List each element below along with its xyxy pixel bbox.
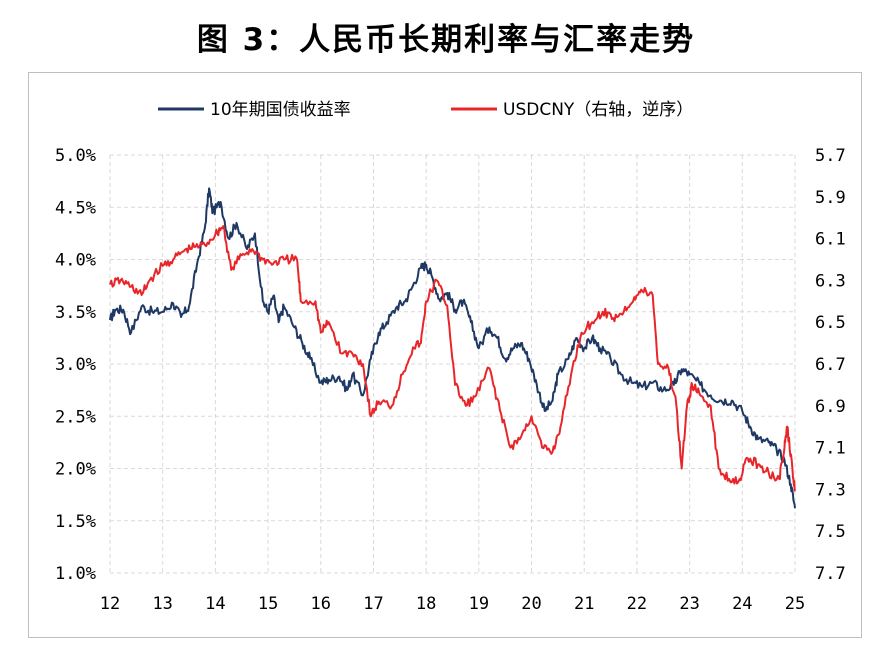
x-tick-label: 19 (469, 594, 489, 614)
y-left-tick-label: 1.0% (55, 564, 96, 584)
x-tick-label: 24 (732, 594, 752, 614)
x-tick-label: 21 (574, 594, 594, 614)
legend-label-usdcny: USDCNY（右轴，逆序） (503, 100, 693, 120)
x-tick-label: 20 (521, 594, 541, 614)
y-right-tick-label: 6.9 (815, 397, 846, 417)
y-right-tick-label: 6.3 (815, 271, 846, 291)
y-right-tick-label: 7.3 (815, 480, 846, 500)
y-right-tick-label: 5.9 (815, 188, 846, 208)
y-left-tick-label: 5.0% (55, 146, 96, 166)
x-tick-label: 16 (311, 594, 331, 614)
y-left-tick-label: 2.0% (55, 460, 96, 480)
y-right-tick-label: 7.7 (815, 564, 846, 584)
y-right-tick-label: 6.5 (815, 313, 846, 333)
x-tick-label: 25 (785, 594, 805, 614)
y-left-tick-label: 3.0% (55, 355, 96, 375)
x-tick-label: 14 (205, 594, 225, 614)
x-tick-label: 15 (258, 594, 278, 614)
y-left-tick-label: 4.0% (55, 251, 96, 271)
y-left-tick-label: 2.5% (55, 407, 96, 427)
legend-label-yield: 10年期国债收益率 (210, 100, 351, 120)
series-line-usdcny (109, 225, 796, 492)
x-tick-label: 23 (679, 594, 699, 614)
x-tick-label: 17 (363, 594, 383, 614)
y-right-tick-label: 5.7 (815, 146, 846, 166)
chart-frame (28, 72, 862, 638)
axis-layer: 1.0% 1.5% 2.0% 2.5% 3.0% 3.5% 4.0% 4.5% 5.0% 5.7 5… (55, 146, 846, 614)
x-tick-label: 22 (627, 594, 647, 614)
y-right-tick-label: 6.1 (815, 230, 846, 250)
series-layer (109, 187, 796, 509)
y-left-tick-label: 4.5% (55, 198, 96, 218)
y-right-tick-label: 7.1 (815, 439, 846, 459)
legend: 10年期国债收益率 USDCNY（右轴，逆序） (158, 100, 693, 120)
y-left-tick-label: 1.5% (55, 512, 96, 532)
y-left-tick-label: 3.5% (55, 303, 96, 323)
figure-title: 图 3：人民币长期利率与汇率走势 (196, 22, 696, 58)
y-right-tick-label: 6.7 (815, 355, 846, 375)
y-right-tick-label: 7.5 (815, 522, 846, 542)
x-tick-label: 18 (416, 594, 436, 614)
x-tick-label: 12 (100, 594, 120, 614)
series-line-yield (109, 187, 796, 509)
x-tick-label: 13 (152, 594, 172, 614)
